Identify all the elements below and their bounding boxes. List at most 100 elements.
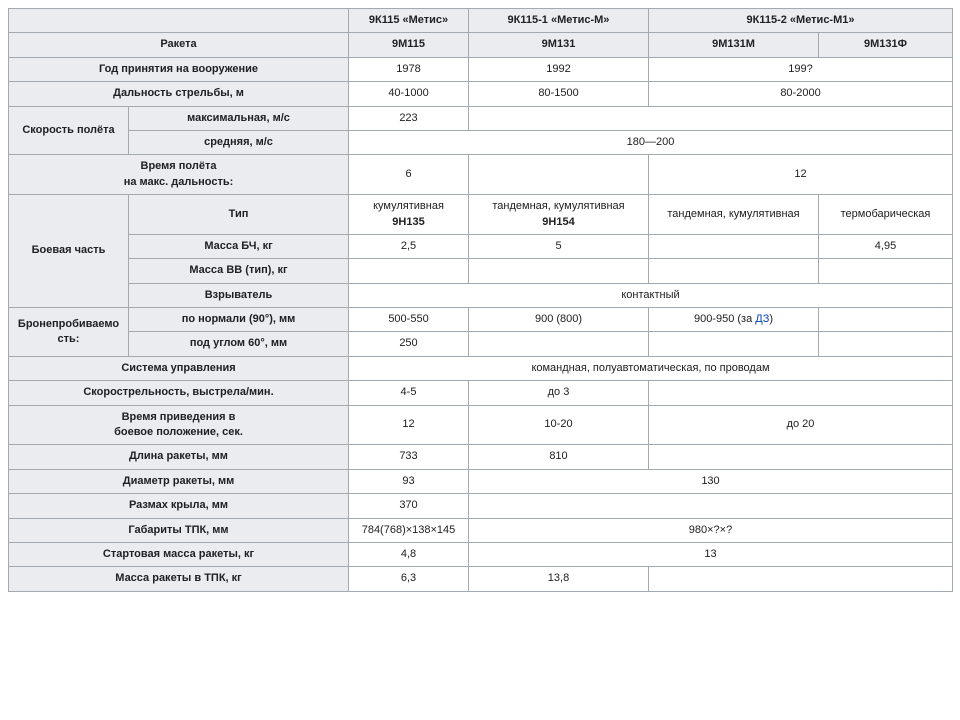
row-control: Система управления bbox=[9, 356, 349, 380]
rocket-v4: 9М131Ф bbox=[819, 33, 953, 57]
ready-v1: 12 bbox=[349, 405, 469, 445]
row-range: Дальность стрельбы, м bbox=[9, 82, 349, 106]
ready-l2: боевое положение, сек. bbox=[114, 426, 243, 438]
table-row: под углом 60°, мм 250 bbox=[9, 332, 953, 356]
mass-vv2 bbox=[469, 259, 649, 283]
ft-v2 bbox=[469, 155, 649, 195]
pen3a: 900-950 (за bbox=[694, 313, 755, 325]
row-ready: Время приведения в боевое положение, сек… bbox=[9, 405, 349, 445]
fuze-lbl: Взрыватель bbox=[129, 283, 349, 307]
table-row: Размах крыла, мм 370 bbox=[9, 494, 953, 518]
table-row: Диаметр ракеты, мм 93 130 bbox=[9, 469, 953, 493]
row-flighttime: Время полёта на макс. дальность: bbox=[9, 155, 349, 195]
table-row: Скорость полёта максимальная, м/с 223 bbox=[9, 106, 953, 130]
rof-v1: 4-5 bbox=[349, 381, 469, 405]
row-diam: Диаметр ракеты, мм bbox=[9, 469, 349, 493]
mass-bch1: 2,5 bbox=[349, 234, 469, 258]
pen-ang-lbl: под углом 60°, мм bbox=[129, 332, 349, 356]
row-speed: Скорость полёта bbox=[9, 106, 129, 155]
row-tpk: Габариты ТПК, мм bbox=[9, 518, 349, 542]
speed-max-lbl: максимальная, м/с bbox=[129, 106, 349, 130]
mass-bch3 bbox=[649, 234, 819, 258]
rocket-v2: 9М131 bbox=[469, 33, 649, 57]
speed-avg-lbl: средняя, м/с bbox=[129, 130, 349, 154]
wing-vr bbox=[469, 494, 953, 518]
warhead-type3: тандемная, кумулятивная bbox=[649, 195, 819, 235]
header-col-1: 9К115 «Метис» bbox=[349, 9, 469, 33]
year-v2: 1992 bbox=[469, 57, 649, 81]
diam-v1: 93 bbox=[349, 469, 469, 493]
pen-norm2: 900 (800) bbox=[469, 308, 649, 332]
pen-ang4 bbox=[819, 332, 953, 356]
tpk-vr: 980×?×? bbox=[469, 518, 953, 542]
smass-vr: 13 bbox=[469, 542, 953, 566]
wh1b: 9Н135 bbox=[392, 216, 424, 228]
length-v34 bbox=[649, 445, 953, 469]
ready-l1: Время приведения в bbox=[122, 411, 236, 423]
pen-ang1: 250 bbox=[349, 332, 469, 356]
header-blank bbox=[9, 9, 349, 33]
row-smass: Стартовая масса ракеты, кг bbox=[9, 542, 349, 566]
row-tmass: Масса ракеты в ТПК, кг bbox=[9, 567, 349, 591]
rof-v34 bbox=[649, 381, 953, 405]
pen-norm1: 500-550 bbox=[349, 308, 469, 332]
table-row: Система управления командная, полуавтома… bbox=[9, 356, 953, 380]
table-row: Масса ракеты в ТПК, кг 6,3 13,8 bbox=[9, 567, 953, 591]
table-row: Скорострельность, выстрела/мин. 4-5 до 3 bbox=[9, 381, 953, 405]
length-v2: 810 bbox=[469, 445, 649, 469]
rocket-v1: 9М115 bbox=[349, 33, 469, 57]
pen3b: ) bbox=[769, 313, 773, 325]
ready-v2: 10-20 bbox=[469, 405, 649, 445]
row-pen: Бронепробиваемость: bbox=[9, 308, 129, 357]
mass-vv-lbl: Масса ВВ (тип), кг bbox=[129, 259, 349, 283]
warhead-type4: термобарическая bbox=[819, 195, 953, 235]
range-v2: 80-1500 bbox=[469, 82, 649, 106]
smass-v1: 4,8 bbox=[349, 542, 469, 566]
year-v1: 1978 bbox=[349, 57, 469, 81]
warhead-type-lbl: Тип bbox=[129, 195, 349, 235]
ft-v34: 12 bbox=[649, 155, 953, 195]
speed-avg-v: 180—200 bbox=[349, 130, 953, 154]
header-col-3: 9К115-2 «Метис-М1» bbox=[649, 9, 953, 33]
mass-vv1 bbox=[349, 259, 469, 283]
wing-v1: 370 bbox=[349, 494, 469, 518]
pen-norm3: 900-950 (за ДЗ) bbox=[649, 308, 819, 332]
table-row: Ракета 9М115 9М131 9М131М 9М131Ф bbox=[9, 33, 953, 57]
speed-max-empty bbox=[469, 106, 953, 130]
mass-vv3 bbox=[649, 259, 819, 283]
rof-v2: до 3 bbox=[469, 381, 649, 405]
table-row: Год принятия на вооружение 1978 1992 199… bbox=[9, 57, 953, 81]
speed-max-v: 223 bbox=[349, 106, 469, 130]
row-rocket: Ракета bbox=[9, 33, 349, 57]
warhead-type1: кумулятивная 9Н135 bbox=[349, 195, 469, 235]
tmass-v34 bbox=[649, 567, 953, 591]
table-row: 9К115 «Метис» 9К115-1 «Метис-М» 9К115-2 … bbox=[9, 9, 953, 33]
warhead-type2: тандемная, кумулятивная 9Н154 bbox=[469, 195, 649, 235]
table-row: Время полёта на макс. дальность: 6 12 bbox=[9, 155, 953, 195]
pen-norm4 bbox=[819, 308, 953, 332]
length-v1: 733 bbox=[349, 445, 469, 469]
table-row: Масса БЧ, кг 2,5 5 4,95 bbox=[9, 234, 953, 258]
table-row: Взрыватель контактный bbox=[9, 283, 953, 307]
table-row: средняя, м/с 180—200 bbox=[9, 130, 953, 154]
table-row: Время приведения в боевое положение, сек… bbox=[9, 405, 953, 445]
table-row: Дальность стрельбы, м 40-1000 80-1500 80… bbox=[9, 82, 953, 106]
range-v34: 80-2000 bbox=[649, 82, 953, 106]
wh2a: тандемная, кумулятивная bbox=[492, 200, 624, 212]
pen-ang2 bbox=[469, 332, 649, 356]
row-wing: Размах крыла, мм bbox=[9, 494, 349, 518]
pen-dz-link[interactable]: ДЗ bbox=[755, 313, 769, 325]
pen-ang3 bbox=[649, 332, 819, 356]
table-row: Боевая часть Тип кумулятивная 9Н135 танд… bbox=[9, 195, 953, 235]
table-row: Стартовая масса ракеты, кг 4,8 13 bbox=[9, 542, 953, 566]
wh2b: 9Н154 bbox=[542, 216, 574, 228]
wh1a: кумулятивная bbox=[373, 200, 444, 212]
row-year: Год принятия на вооружение bbox=[9, 57, 349, 81]
year-v34: 199? bbox=[649, 57, 953, 81]
mass-vv4 bbox=[819, 259, 953, 283]
table-row: Габариты ТПК, мм 784(768)×138×145 980×?×… bbox=[9, 518, 953, 542]
row-rof: Скорострельность, выстрела/мин. bbox=[9, 381, 349, 405]
ft-l2: на макс. дальность: bbox=[124, 176, 234, 188]
table-row: Масса ВВ (тип), кг bbox=[9, 259, 953, 283]
fuze-v: контактный bbox=[349, 283, 953, 307]
